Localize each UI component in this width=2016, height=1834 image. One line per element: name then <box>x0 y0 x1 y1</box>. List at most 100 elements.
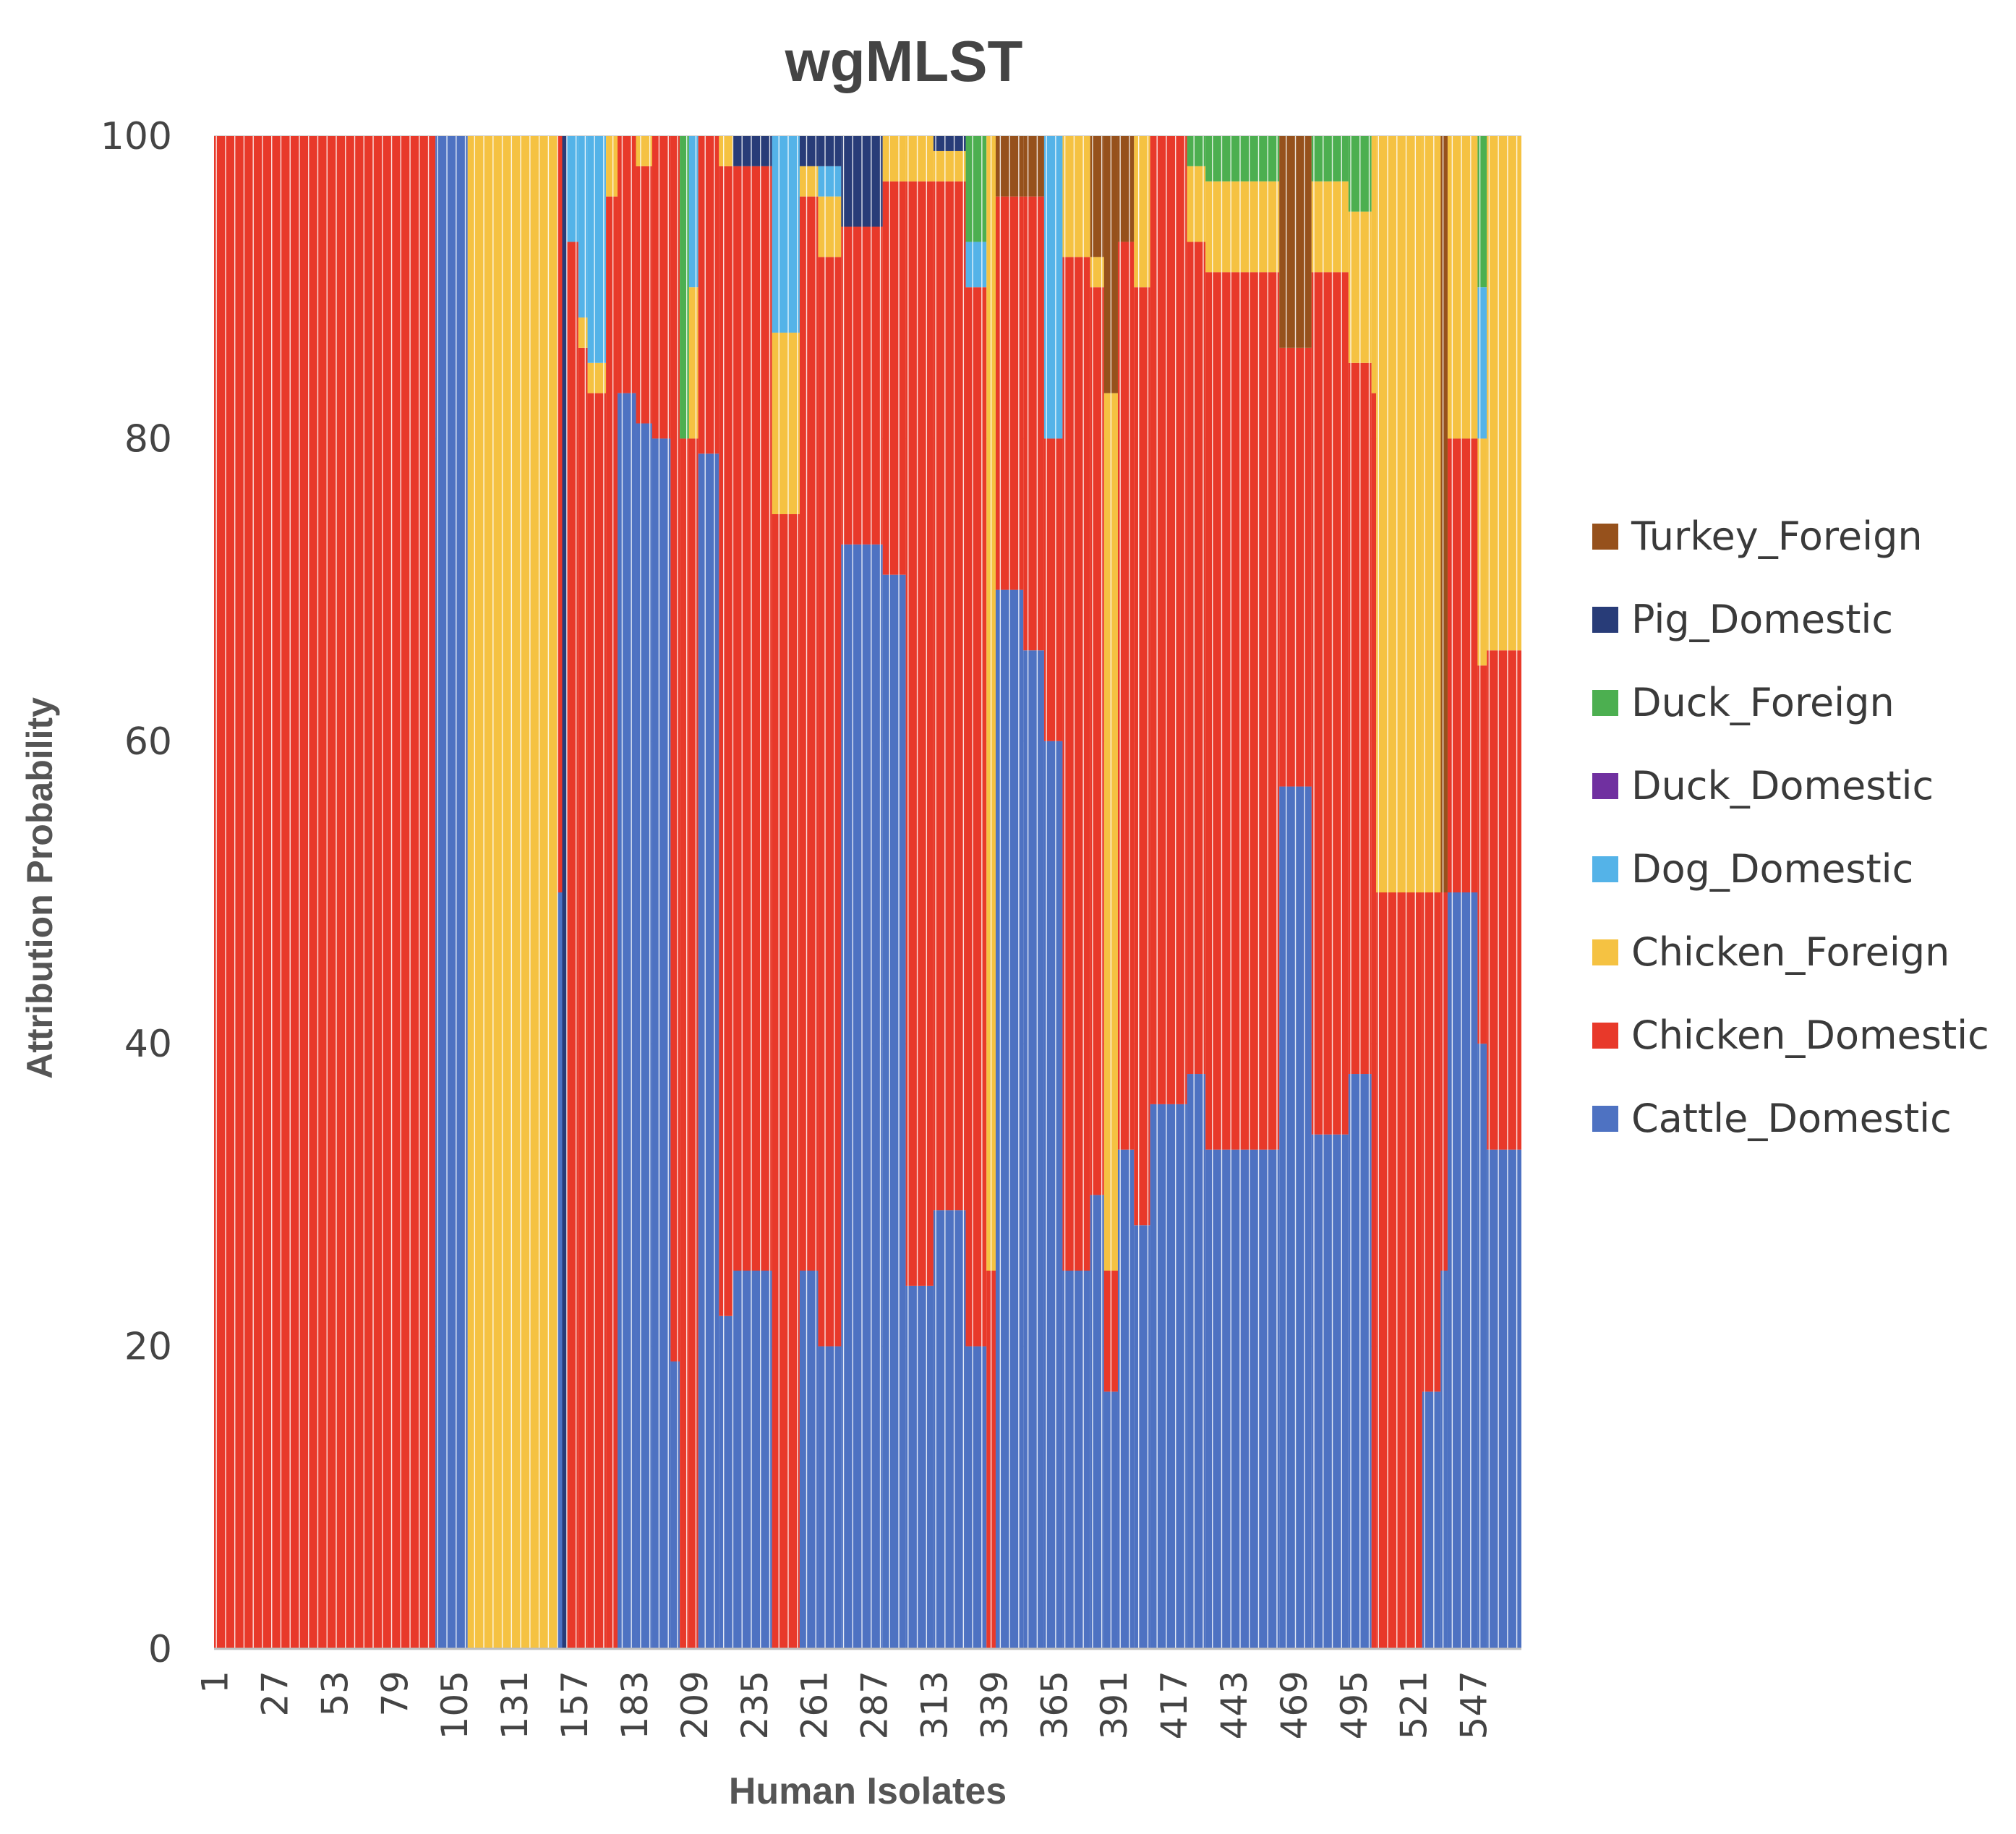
legend-item: Chicken_Foreign <box>1592 929 1949 975</box>
bar-dog-domestic-163-170 <box>587 136 607 363</box>
legend-item: Dog_Domestic <box>1592 846 1913 892</box>
legend-label: Chicken_Foreign <box>1631 929 1949 975</box>
bar-chicken-domestic-255-262 <box>799 196 819 1271</box>
bar-group-525-532 <box>1422 136 1441 1649</box>
bar-group-369-380 <box>1062 136 1090 1649</box>
bar-turkey-foreign-352-360 <box>1023 136 1044 197</box>
x-tick-label: 443 <box>1213 1671 1255 1739</box>
bar-chicken-domestic-263-272 <box>818 257 842 1347</box>
bar-cattle-domestic-423-430 <box>1187 1074 1206 1649</box>
bar-group-263-272 <box>818 136 842 1649</box>
bar-cattle-domestic-255-262 <box>799 1271 819 1649</box>
y-tick-label: 40 <box>124 1023 172 1066</box>
bar-group-171-175 <box>606 136 618 1650</box>
bar-cattle-domestic-431-462 <box>1205 1149 1280 1649</box>
x-tick-label: 1 <box>195 1671 236 1694</box>
bar-group-352-360 <box>1023 136 1044 1649</box>
bar-dog-domestic-361-368 <box>1043 136 1063 439</box>
x-tick-label: 157 <box>554 1671 596 1739</box>
bar-group-505-524 <box>1376 136 1422 1649</box>
bar-cattle-domestic-191-198 <box>652 438 671 1649</box>
bar-duck-foreign-327-335 <box>965 136 987 242</box>
bar-chicken-domestic-243-254 <box>772 514 800 1649</box>
bar-cattle-domestic-97-110 <box>435 136 468 1649</box>
y-tick-label: 20 <box>124 1326 172 1369</box>
bar-chicken-foreign-503-504 <box>1371 136 1377 393</box>
bar-group-243-254 <box>772 136 800 1649</box>
x-tick-label: 547 <box>1453 1671 1495 1739</box>
bar-chicken-domestic-191-198 <box>652 136 671 439</box>
bar-group-400-406 <box>1134 136 1150 1649</box>
bar-chicken-foreign-220-225 <box>719 136 733 166</box>
y-axis: 0 20 40 60 80 100 <box>101 115 172 1671</box>
bar-group-159-162 <box>578 136 588 1649</box>
bar-group-549-552 <box>1477 136 1487 1649</box>
bar-cattle-domestic-199-202 <box>670 1361 680 1649</box>
legend-item: Cattle_Domestic <box>1592 1096 1952 1141</box>
x-tick-label: 209 <box>674 1671 716 1739</box>
legend: Turkey_Foreign Pig_Domestic Duck_Foreign Du… <box>1592 513 1989 1141</box>
x-axis: 1 27 53 79 105 131 157 183 209 235 261 287 313 339 365… <box>195 1671 1495 1739</box>
bar-group-220-225 <box>719 136 733 1649</box>
x-tick-label: 183 <box>614 1671 656 1739</box>
bar-chicken-foreign-207-210 <box>688 287 699 439</box>
x-tick-label: 53 <box>314 1671 356 1717</box>
bar-dog-domestic-327-335 <box>965 242 987 288</box>
x-tick-label: 235 <box>734 1671 776 1739</box>
bar-chicken-domestic-400-406 <box>1134 287 1150 1226</box>
bar-chicken-domestic-211-219 <box>698 136 719 454</box>
legend-item: Turkey_Foreign <box>1592 513 1923 559</box>
bar-cattle-domestic-361-368 <box>1043 741 1063 1649</box>
bar-cattle-domestic-184-190 <box>636 423 652 1649</box>
bar-chicken-domestic-313-326 <box>933 181 966 1211</box>
bar-chicken-domestic-171-175 <box>606 196 618 1650</box>
bar-cattle-domestic-220-225 <box>719 1315 733 1649</box>
bar-chicken-domestic-369-380 <box>1062 257 1090 1271</box>
y-tick-label: 60 <box>124 720 172 764</box>
legend-swatch <box>1592 607 1618 633</box>
bar-group-313-326 <box>933 136 966 1649</box>
bar-chicken-domestic-327-335 <box>965 287 987 1347</box>
bar-group-211-219 <box>698 136 719 1649</box>
bar-chicken-domestic-553-567 <box>1487 650 1521 1150</box>
x-tick-label: 313 <box>913 1671 955 1739</box>
bar-duck-foreign-423-430 <box>1187 136 1206 166</box>
plot-area <box>214 135 1521 1650</box>
bar-turkey-foreign-533-535 <box>1440 136 1448 892</box>
bar-chicken-domestic-525-532 <box>1422 892 1441 1392</box>
bar-group-111-149 <box>467 136 558 1649</box>
bar-chicken-foreign-477-492 <box>1311 181 1349 273</box>
legend-label: Chicken_Domestic <box>1631 1012 1989 1058</box>
bar-group-1-96 <box>214 136 436 1649</box>
legend-swatch <box>1592 1106 1618 1132</box>
bar-chicken-domestic-505-524 <box>1376 892 1422 1649</box>
bar-chicken-domestic-1-96 <box>214 136 436 1649</box>
bar-chicken-domestic-503-504 <box>1371 393 1377 1649</box>
bar-group-226-242 <box>732 136 772 1649</box>
bar-chicken-domestic-163-170 <box>587 393 607 1649</box>
bar-group-184-190 <box>636 136 652 1649</box>
legend-item: Duck_Domestic <box>1592 763 1934 809</box>
x-tick-label: 79 <box>374 1671 416 1717</box>
bar-chicken-domestic-203-206 <box>680 438 689 1649</box>
bar-group-503-504 <box>1371 136 1377 1649</box>
legend-item: Pig_Domestic <box>1592 597 1893 642</box>
bar-chicken-foreign-184-190 <box>636 136 652 166</box>
legend-label: Cattle_Domestic <box>1631 1096 1952 1141</box>
bar-chicken-foreign-505-524 <box>1376 136 1422 892</box>
bar-group-291-300 <box>882 136 906 1650</box>
bar-chicken-domestic-207-210 <box>688 438 699 1649</box>
bar-cattle-domestic-211-219 <box>698 453 719 1649</box>
bar-cattle-domestic-291-300 <box>882 574 906 1650</box>
bar-group-199-202 <box>670 136 680 1649</box>
bar-chicken-domestic-549-552 <box>1477 665 1487 1044</box>
bar-cattle-domestic-150-151 <box>558 892 563 1649</box>
bar-chicken-foreign-431-462 <box>1205 181 1280 273</box>
x-tick-label: 495 <box>1333 1671 1375 1739</box>
bar-cattle-domestic-176-183 <box>618 393 636 1649</box>
bar-cattle-domestic-553-567 <box>1487 1149 1521 1649</box>
bar-cattle-domestic-327-335 <box>965 1346 987 1649</box>
bar-chicken-foreign-381-386 <box>1090 257 1104 288</box>
y-tick-label: 80 <box>124 417 172 461</box>
bar-chicken-domestic-176-183 <box>618 136 636 393</box>
